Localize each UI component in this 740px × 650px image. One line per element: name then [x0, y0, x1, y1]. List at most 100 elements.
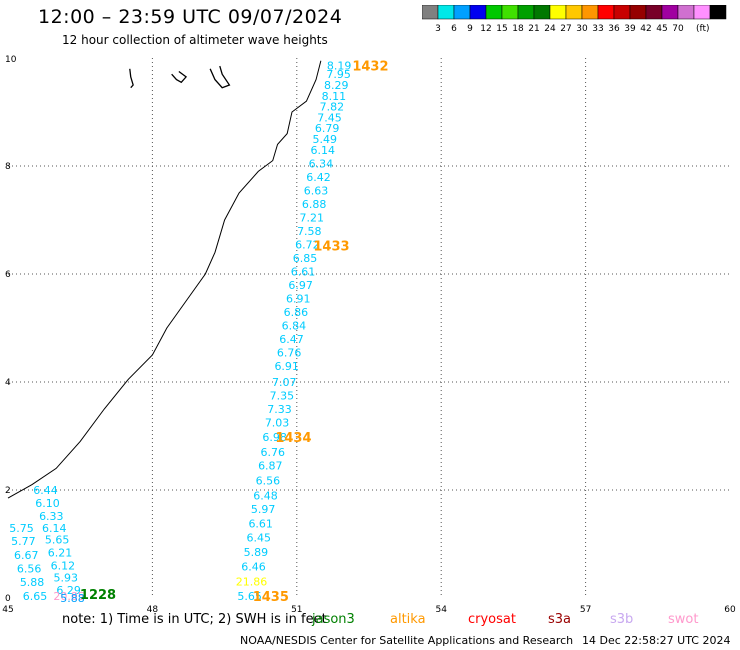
wave-height-value: 6.67	[14, 549, 39, 562]
wave-height-value: 6.29	[56, 584, 81, 597]
x-tick-label: 45	[2, 605, 13, 612]
wave-height-value: 5.77	[11, 535, 36, 548]
colorbar-label: 6	[451, 24, 457, 34]
island-outline	[129, 68, 134, 89]
wave-height-value: 6.86	[284, 306, 309, 319]
y-tick-label: 8	[5, 162, 11, 172]
pass-number-label: 1433	[313, 239, 349, 254]
wave-height-value: 5.65	[237, 590, 262, 603]
wave-height-value: 8.11	[322, 90, 347, 103]
wave-height-value: 6.44	[33, 484, 58, 497]
wave-height-value: 7.45	[317, 111, 342, 124]
wave-height-value: 5.65	[45, 534, 70, 547]
chart-title: 12:00 – 23:59 UTC 09/07/2024	[38, 6, 343, 28]
x-tick-label: 48	[147, 605, 159, 612]
wave-height-value: 6.12	[51, 560, 76, 573]
wave-height-value: 6.34	[309, 157, 334, 170]
wave-height-value: 6.61	[248, 517, 273, 530]
wave-height-value: 6.85	[293, 252, 318, 265]
colorbar-label: 39	[624, 24, 636, 34]
wave-height-value: 7.82	[320, 101, 345, 114]
wave-height-value: 6.76	[277, 346, 302, 359]
generated-timestamp: 14 Dec 22:58:27 UTC 2024	[582, 634, 731, 647]
wave-height-value: 5.93	[54, 571, 79, 584]
colorbar-label: 42	[640, 24, 651, 34]
y-tick-label: 0	[5, 594, 11, 604]
wave-height-value: 6.63	[304, 184, 329, 197]
wave-height-value: 6.14	[42, 522, 67, 535]
x-tick-label: 60	[724, 605, 736, 612]
colorbar-swatch	[709, 5, 727, 20]
colorbar-label: 12	[480, 24, 491, 34]
legend-s3a: s3a	[548, 612, 572, 627]
colorbar-label: 45	[656, 24, 667, 34]
wave-height-value: 8.29	[324, 79, 349, 92]
wave-height-value: 21.86	[236, 575, 268, 588]
wave-height-value: 7.35	[270, 390, 295, 403]
colorbar-label: 30	[576, 24, 588, 34]
coastline	[7, 60, 322, 499]
wave-height-value: 6.88	[302, 198, 327, 211]
wave-height-value: 20.85	[53, 590, 85, 603]
wave-height-value: 6.61	[291, 265, 316, 278]
wave-height-value: 6.65	[23, 590, 48, 603]
wave-height-value: 5.88	[60, 592, 85, 605]
pass-number-label: 1434	[275, 431, 311, 446]
x-tick-label: 51	[291, 605, 302, 612]
colorbar-label: 33	[592, 24, 603, 34]
wave-height-value: 6.79	[315, 122, 340, 135]
colorbar-label: 27	[560, 24, 571, 34]
wave-height-value: 7.07	[272, 376, 297, 389]
pass-number-label: 1228	[80, 588, 116, 603]
wave-height-value: 6.14	[311, 144, 336, 157]
wave-height-value: 6.33	[39, 510, 64, 523]
satellite-legend: jason3 altika cryosat s3a s3b swot	[0, 612, 740, 630]
legend-swot: swot	[668, 612, 699, 627]
wave-height-value: 6.87	[258, 460, 283, 473]
wave-height-value: 6.97	[288, 279, 313, 292]
wave-height-value: 8.19	[327, 60, 352, 73]
wave-height-value: 6.72	[295, 238, 320, 251]
wave-height-value: 5.49	[312, 133, 337, 146]
colorbar-label: 21	[528, 24, 539, 34]
wave-height-value: 5.89	[244, 546, 269, 559]
wave-height-value: 5.88	[20, 576, 45, 589]
wave-height-value: 6.46	[241, 561, 266, 574]
legend-cryosat: cryosat	[468, 612, 516, 627]
wave-height-value: 7.95	[326, 68, 351, 81]
colorbar-label: 18	[512, 24, 524, 34]
wave-height-value: 7.58	[297, 225, 322, 238]
wave-height-value: 6.10	[35, 497, 60, 510]
wave-height-value: 6.91	[286, 292, 311, 305]
wave-height-value: 7.03	[265, 417, 290, 430]
chart-subtitle: 12 hour collection of altimeter wave hei…	[62, 33, 328, 47]
colorbar-label: 70	[672, 24, 684, 34]
colorbar-label: 9	[467, 24, 473, 34]
wave-height-value: 6.45	[247, 532, 272, 545]
island-outline	[171, 70, 188, 84]
wave-height-value: 6.21	[48, 547, 73, 560]
x-tick-label: 57	[580, 605, 591, 612]
wave-height-value: 6.47	[279, 333, 304, 346]
wave-height-value: 6.42	[306, 171, 331, 184]
legend-jason3: jason3	[312, 612, 355, 627]
note-text: note: 1) Time is in UTC; 2) SWH is in fe…	[62, 612, 327, 627]
colorbar-label: 24	[544, 24, 556, 34]
island-outline	[209, 65, 231, 89]
colorbar-label: 15	[496, 24, 507, 34]
wave-height-value: 5.97	[251, 503, 276, 516]
wave-height-value: 6.48	[253, 489, 278, 502]
wave-height-value: 7.33	[267, 403, 292, 416]
colorbar-label: 36	[608, 24, 620, 34]
y-tick-label: 2	[5, 486, 11, 496]
pass-number-label: 1435	[253, 590, 289, 605]
wave-height-value: 6.56	[256, 474, 281, 487]
y-tick-label: 10	[5, 55, 17, 65]
credit-line: NOAA/NESDIS Center for Satellite Applica…	[240, 634, 574, 647]
wave-height-value: 7.21	[299, 211, 324, 224]
wave-height-value: 6.84	[282, 319, 307, 332]
legend-s3b: s3b	[610, 612, 634, 627]
y-tick-label: 4	[5, 378, 11, 388]
y-tick-label: 6	[5, 270, 11, 280]
